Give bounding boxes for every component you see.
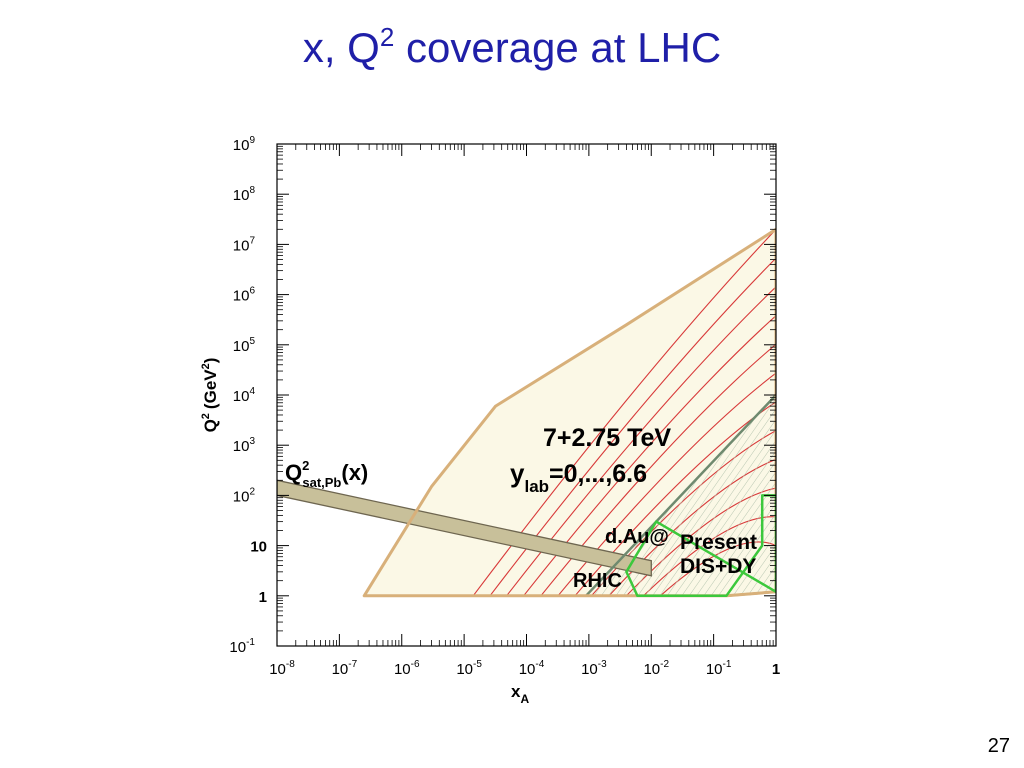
x-tick-label-base: 10: [394, 661, 411, 678]
x-tick-label-base: 10: [269, 661, 286, 678]
y-tick-label-base: 10: [229, 639, 246, 656]
qsat-sup: 2: [302, 458, 309, 473]
x-axis-title: xA: [511, 682, 529, 706]
qsat-annotation: Q2 sat,Pb(x): [285, 458, 368, 490]
y-tick-label: 108: [233, 185, 256, 204]
qsat-sub: sat,Pb: [302, 475, 341, 490]
x-tick-label: 10-6: [394, 659, 420, 678]
ylab-annotation: ylab=0,...,6.6: [510, 458, 647, 496]
y-tick-label-base: 10: [250, 539, 267, 556]
y-axis-title-main: Q: [201, 419, 220, 432]
qsat-arg: (x): [341, 460, 368, 485]
lhc-region-outline: [362, 227, 776, 598]
y-tick-label: 107: [233, 235, 256, 254]
y-tick-label-base: 10: [233, 488, 250, 505]
x-tick-label-base: 10: [643, 661, 660, 678]
qsat-q: Q: [285, 460, 302, 485]
x-tick-label: 10-4: [519, 659, 545, 678]
title-rest: coverage at LHC: [394, 24, 722, 71]
y-tick-label: 105: [233, 336, 256, 355]
y-tick-label-exp: 6: [249, 286, 255, 297]
y-tick-label: 106: [233, 286, 256, 305]
y-tick-label-exp: 8: [249, 185, 255, 196]
x-tick-label: 10-5: [456, 659, 482, 678]
present-annotation: Present: [680, 531, 757, 554]
y-tick-label-base: 10: [233, 187, 250, 204]
y-tick-label: 10-1: [229, 637, 255, 656]
y-tick-label-exp: -1: [246, 637, 255, 648]
dis-region-outline: [625, 494, 776, 598]
y-tick-label-base: 10: [233, 438, 250, 455]
y-tick-label: 104: [233, 386, 256, 405]
title-main: x, Q: [302, 24, 380, 71]
y-tick-label: 10: [250, 539, 267, 556]
y-tick-label-exp: 3: [249, 436, 255, 447]
y-tick-label-exp: 2: [249, 486, 255, 497]
x-tick-label-base: 1: [772, 661, 780, 678]
ylab-y: y: [510, 458, 525, 488]
x-tick-label-exp: -7: [348, 659, 357, 670]
dau-annotation: d.Au@: [605, 526, 669, 548]
x-tick-label: 10-2: [643, 659, 669, 678]
energy-annotation: 7+2.75 TeV: [543, 424, 671, 452]
y-tick-label: 102: [233, 486, 256, 505]
slide-title: x, Q2 coverage at LHC: [0, 24, 1024, 72]
y-tick-label-exp: 4: [249, 386, 255, 397]
x-tick-label: 10-8: [269, 659, 295, 678]
rhic-annotation: RHIC: [573, 570, 622, 592]
x-tick-label-exp: -4: [535, 659, 544, 670]
y-axis-title-sup: 2: [200, 413, 212, 419]
x-axis-title-sub: A: [520, 692, 529, 706]
x-tick-label-exp: -1: [723, 659, 732, 670]
y-tick-label: 1: [259, 589, 267, 606]
y-tick-label-exp: 9: [249, 135, 255, 146]
y-tick-label-base: 1: [259, 589, 267, 606]
x-tick-label-exp: -2: [660, 659, 669, 670]
y-tick-label-base: 10: [233, 288, 250, 305]
y-tick-label-exp: 7: [249, 235, 255, 246]
y-tick-label-base: 10: [233, 137, 250, 154]
page-number: 27: [987, 735, 1010, 757]
x-tick-label-base: 10: [456, 661, 473, 678]
ylab-sub: lab: [524, 477, 549, 496]
x-tick-label-exp: -3: [598, 659, 607, 670]
x-tick-label: 10-7: [332, 659, 358, 678]
x-tick-label: 1: [772, 661, 780, 678]
x-axis-title-main: x: [511, 682, 521, 701]
x-tick-label: 10-1: [706, 659, 732, 678]
x-tick-label-base: 10: [706, 661, 723, 678]
x-tick-label-base: 10: [581, 661, 598, 678]
y-tick-label-exp: 5: [249, 336, 255, 347]
ylab-range: =0,...,6.6: [549, 460, 647, 488]
plot-frame: [276, 143, 777, 647]
x-tick-label-base: 10: [332, 661, 349, 678]
disdy-annotation: DIS+DY: [680, 555, 756, 578]
x-tick-label-exp: -5: [473, 659, 482, 670]
saturation-band: [277, 479, 652, 577]
y-tick-label-base: 10: [233, 237, 250, 254]
x-tick-label: 10-3: [581, 659, 607, 678]
y-tick-label: 109: [233, 135, 256, 154]
y-tick-label-base: 10: [233, 338, 250, 355]
y-axis-title-unit-sup: 2: [200, 363, 212, 369]
x-tick-label-base: 10: [519, 661, 536, 678]
x-tick-label-exp: -8: [286, 659, 295, 670]
y-tick-label: 103: [233, 436, 256, 455]
y-axis-title-unit-close: ): [201, 358, 220, 364]
title-superscript: 2: [379, 22, 395, 52]
x-tick-label-exp: -6: [411, 659, 420, 670]
y-tick-label-base: 10: [233, 388, 250, 405]
y-axis-title: Q2(GeV2): [200, 358, 220, 433]
y-axis-title-unit: (GeV: [201, 369, 220, 409]
